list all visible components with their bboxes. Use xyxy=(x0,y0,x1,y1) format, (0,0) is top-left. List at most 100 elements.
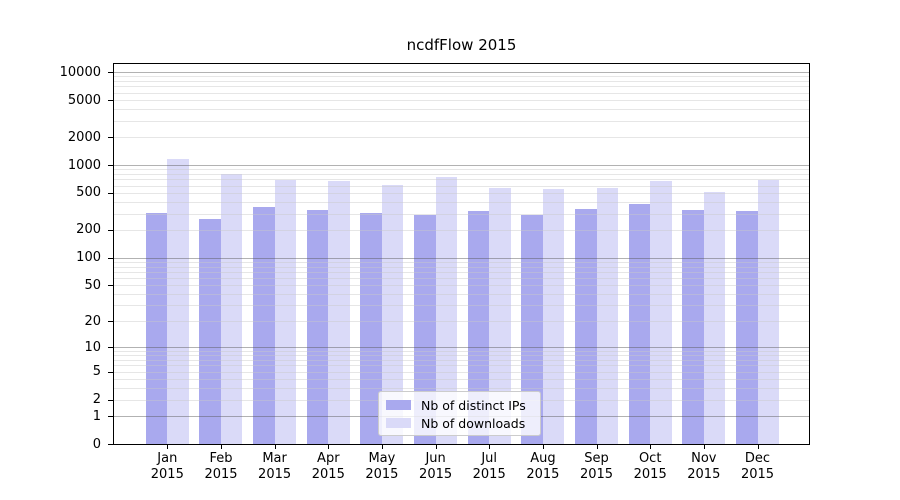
gridline-minor xyxy=(114,321,809,322)
x-tick-mark xyxy=(274,445,276,449)
gridline-minor xyxy=(114,278,809,279)
bar-nb-of-distinct-ips-oct-2015 xyxy=(628,204,651,444)
legend-label-nb-of-distinct-ips: Nb of distinct IPs xyxy=(421,397,526,413)
bar-nb-of-distinct-ips-jul-2015 xyxy=(467,211,490,444)
x-tick-label: Feb 2015 xyxy=(194,451,248,483)
chart-title: ncdfFlow 2015 xyxy=(406,36,517,54)
x-tick-mark xyxy=(435,445,437,449)
gridline-minor xyxy=(114,351,809,352)
y-tick-label: 1 xyxy=(92,408,101,424)
x-tick-label-line: 2015 xyxy=(526,467,560,482)
y-tick-mark xyxy=(108,137,113,138)
bar-nb-of-downloads-apr-2015 xyxy=(328,181,350,444)
bar-nb-of-distinct-ips-jan-2015 xyxy=(145,213,168,444)
bar-nb-of-distinct-ips-feb-2015 xyxy=(199,219,221,444)
bar-nb-of-distinct-ips-sep-2015 xyxy=(575,208,597,444)
y-tick-mark xyxy=(108,347,113,349)
gridline-minor xyxy=(114,137,809,138)
bar-nb-of-distinct-ips-dec-2015 xyxy=(736,210,758,444)
x-tick-label: Jun 2015 xyxy=(409,451,463,483)
x-tick-mark xyxy=(167,445,169,449)
bar-nb-of-distinct-ips-aug-2015 xyxy=(521,214,543,444)
x-tick-label: May 2015 xyxy=(355,451,409,483)
gridline-minor xyxy=(114,379,809,380)
gridline-minor xyxy=(114,294,809,295)
legend-item-nb-of-distinct-ips: Nb of distinct IPs xyxy=(386,398,533,412)
y-tick-label: 5 xyxy=(92,364,101,380)
legend-swatch-nb-of-distinct-ips xyxy=(386,400,411,410)
bar-nb-of-downloads-jul-2015 xyxy=(489,188,511,444)
x-tick-mark xyxy=(328,445,330,449)
gridline-minor xyxy=(114,185,809,187)
gridline-minor xyxy=(114,305,809,307)
gridline-minor xyxy=(114,371,809,373)
x-tick-label-line: Mar xyxy=(262,451,287,466)
x-tick-label-line: Jan xyxy=(157,451,178,466)
x-tick-label-line: 2015 xyxy=(365,467,399,482)
x-tick-label-line: Aug xyxy=(530,451,556,466)
x-tick-mark xyxy=(542,445,544,449)
y-tick-mark xyxy=(108,416,113,417)
x-tick-label: Dec 2015 xyxy=(731,451,785,483)
y-tick-mark xyxy=(108,229,113,231)
gridline-minor xyxy=(114,100,809,101)
x-tick-label-line: 2015 xyxy=(579,467,614,482)
bar-nb-of-downloads-mar-2015 xyxy=(274,179,297,444)
gridline-major xyxy=(114,165,809,166)
bar-nb-of-distinct-ips-apr-2015 xyxy=(306,209,329,444)
x-tick-label-line: 2015 xyxy=(258,467,292,482)
x-tick-label-line: 2015 xyxy=(419,467,453,482)
y-tick-mark xyxy=(108,72,113,73)
y-tick-mark xyxy=(108,321,113,322)
bar-nb-of-downloads-aug-2015 xyxy=(542,189,565,444)
x-tick-label-line: Dec xyxy=(744,451,771,466)
gridline-minor xyxy=(114,285,809,287)
y-tick-mark xyxy=(108,192,113,194)
y-tick-label: 5000 xyxy=(67,92,101,108)
bar-nb-of-downloads-nov-2015 xyxy=(703,192,726,444)
y-tick-mark xyxy=(108,371,113,373)
y-tick-label: 10 xyxy=(84,339,101,355)
bar-nb-of-distinct-ips-may-2015 xyxy=(360,213,382,444)
y-tick-label: 2 xyxy=(92,392,101,408)
x-tick-label-line: 2015 xyxy=(740,467,775,482)
x-tick-mark xyxy=(703,445,705,449)
y-tick-label: 100 xyxy=(76,250,101,266)
gridline-minor xyxy=(114,120,809,122)
bar-nb-of-distinct-ips-nov-2015 xyxy=(682,209,704,444)
bar-nb-of-downloads-sep-2015 xyxy=(596,187,619,444)
y-tick-mark xyxy=(108,444,113,445)
gridline-major xyxy=(114,347,809,349)
bar-nb-of-downloads-jan-2015 xyxy=(167,158,189,444)
gridline-minor xyxy=(114,109,809,110)
x-tick-label-line: Nov xyxy=(691,451,717,466)
bar-nb-of-downloads-feb-2015 xyxy=(220,174,243,444)
gridline-minor xyxy=(114,261,809,263)
gridline-minor xyxy=(114,201,809,203)
gridline-minor xyxy=(114,86,809,88)
gridline-minor xyxy=(114,360,809,361)
x-tick-label-line: Jun xyxy=(425,451,446,466)
gridline-minor xyxy=(114,266,809,268)
gridline-minor xyxy=(114,355,809,357)
bar-nb-of-downloads-jun-2015 xyxy=(435,177,458,444)
x-tick-label-line: 2015 xyxy=(633,467,667,482)
x-tick-label-line: Sep xyxy=(584,451,609,466)
x-tick-label-line: Oct xyxy=(638,451,662,466)
y-tick-label: 20 xyxy=(84,313,101,329)
plot-area xyxy=(113,63,810,445)
gridline-minor xyxy=(114,388,809,389)
x-tick-label-line: Feb xyxy=(209,451,233,466)
gridline-minor xyxy=(114,365,809,367)
x-tick-mark xyxy=(596,445,598,449)
gridline-minor xyxy=(114,271,809,273)
x-tick-label: Apr 2015 xyxy=(301,451,355,483)
gridline-minor xyxy=(114,174,809,175)
x-tick-label-line: 2015 xyxy=(687,467,721,482)
x-tick-label-line: May xyxy=(368,451,396,466)
gridline-minor xyxy=(114,76,809,78)
x-tick-label-line: 2015 xyxy=(311,467,345,482)
legend-item-nb-of-downloads: Nb of downloads xyxy=(386,416,533,430)
bar-nb-of-distinct-ips-jun-2015 xyxy=(414,215,436,444)
